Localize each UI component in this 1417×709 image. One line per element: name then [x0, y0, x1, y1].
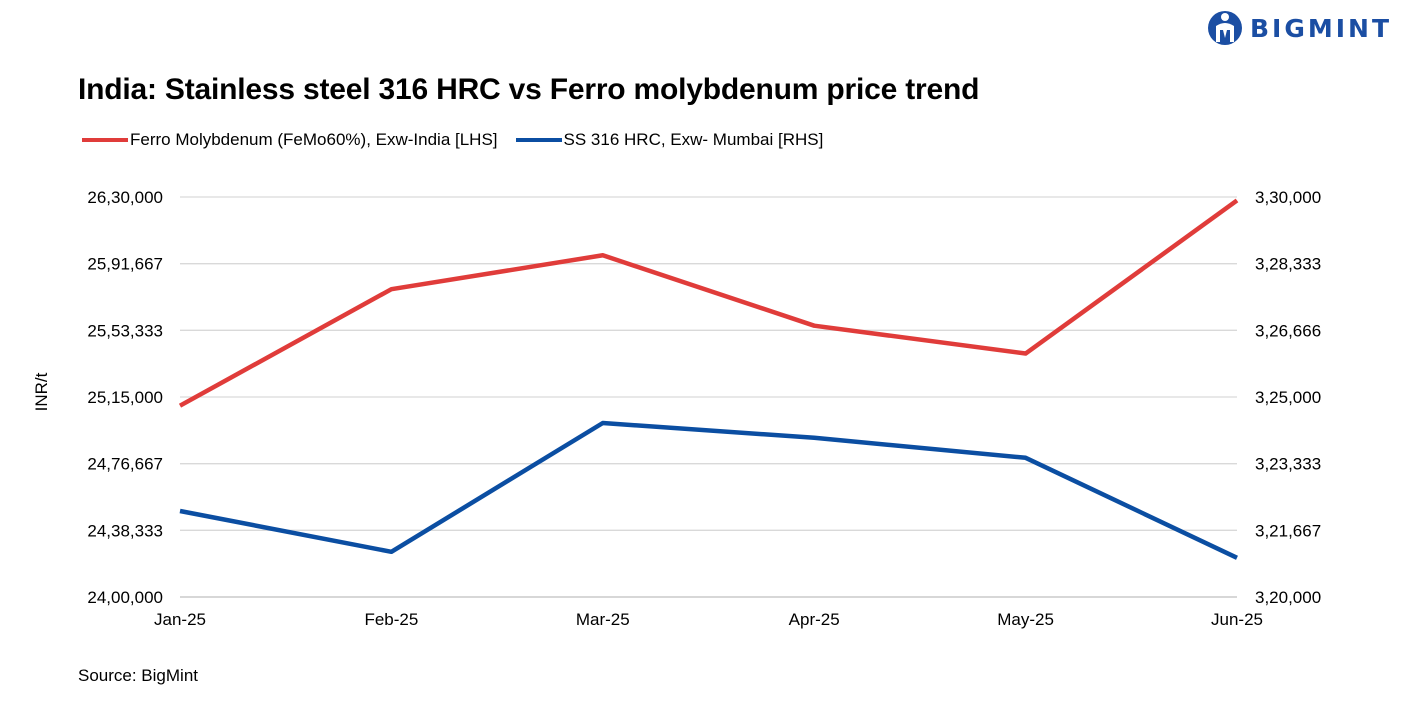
x-tick-label: Feb-25 [364, 610, 418, 629]
legend-item-ss316: SS 316 HRC, Exw- Mumbai [RHS] [515, 130, 824, 150]
right-tick-label: 3,21,667 [1255, 521, 1321, 540]
series-line-femo [178, 198, 1239, 408]
x-tick-label: May-25 [997, 610, 1054, 629]
x-tick-label: Mar-25 [576, 610, 630, 629]
legend-label-ss316: SS 316 HRC, Exw- Mumbai [RHS] [563, 130, 824, 149]
left-tick-label: 25,91,667 [87, 255, 163, 274]
x-tick-label: Jan-25 [154, 610, 206, 629]
logo-text: BIGMINT [1250, 13, 1393, 43]
right-axis: 3,20,000 3,21,667 3,23,333 3,25,000 3,26,666… [1255, 188, 1321, 607]
x-axis: Jan-25 Feb-25 Mar-25 Apr-25 May-25 Jun-25 [154, 610, 1263, 629]
legend-item-femo: Ferro Molybdenum (FeMo60%), Exw-India [L… [82, 130, 498, 150]
x-tick-label: Jun-25 [1211, 610, 1263, 629]
left-tick-label: 24,38,333 [87, 521, 163, 540]
source-note: Source: BigMint [78, 666, 198, 685]
left-axis: 24,00,000 24,38,333 24,76,667 25,15,000 25,5… [87, 188, 163, 607]
right-tick-label: 3,25,000 [1255, 388, 1321, 407]
left-tick-label: 24,00,000 [87, 588, 163, 607]
x-tick-label: Apr-25 [789, 610, 840, 629]
right-tick-label: 3,28,333 [1255, 255, 1321, 274]
bigmint-logo: BIGMINT [1206, 8, 1392, 48]
left-tick-label: 25,15,000 [87, 388, 163, 407]
legend-swatch-ss316 [515, 138, 562, 142]
chart-title: India: Stainless steel 316 HRC vs Ferro … [78, 73, 980, 106]
series-lines [178, 198, 1239, 560]
right-tick-label: 3,23,333 [1255, 455, 1321, 474]
left-tick-label: 24,76,667 [87, 455, 163, 474]
right-tick-label: 3,20,000 [1255, 588, 1321, 607]
left-tick-label: 25,53,333 [87, 321, 163, 340]
legend-label-femo: Ferro Molybdenum (FeMo60%), Exw-India [L… [130, 130, 498, 149]
right-tick-label: 3,30,000 [1255, 188, 1321, 207]
bigmint-logo-icon [1208, 11, 1242, 45]
series-line-ss316 [179, 420, 1238, 560]
legend-swatch-femo [82, 138, 128, 142]
right-tick-label: 3,26,666 [1255, 321, 1321, 340]
left-tick-label: 26,30,000 [87, 188, 163, 207]
gridlines [180, 196, 1237, 598]
left-axis-label: INR/t [32, 372, 51, 411]
chart-legend: Ferro Molybdenum (FeMo60%), Exw-India [L… [82, 130, 841, 150]
